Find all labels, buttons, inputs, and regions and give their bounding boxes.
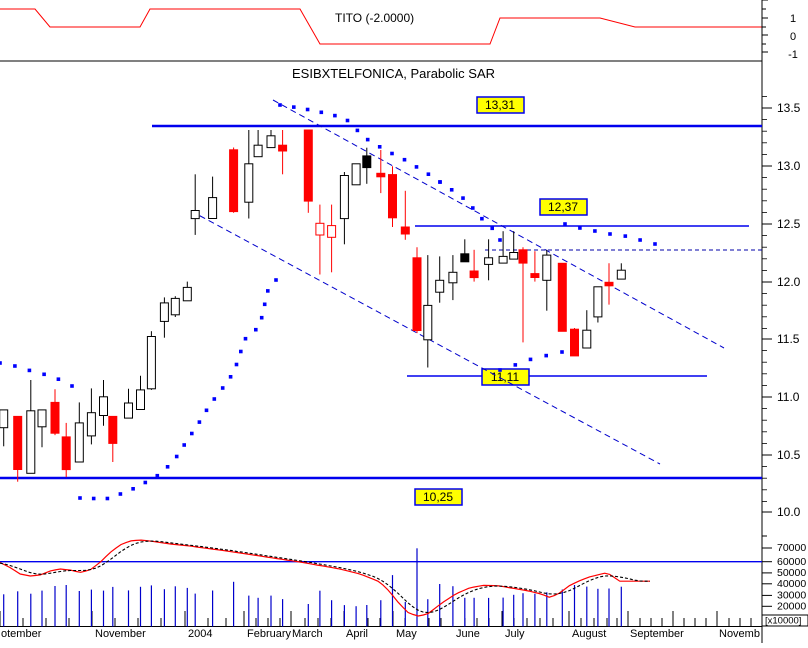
- svg-text:12.0: 12.0: [777, 275, 801, 289]
- svg-text:Novemb: Novemb: [719, 628, 760, 640]
- svg-text:20000: 20000: [777, 601, 806, 613]
- svg-text:0: 0: [790, 31, 796, 43]
- svg-text:June: June: [456, 628, 480, 640]
- svg-text:2004: 2004: [188, 628, 212, 640]
- svg-text:otember: otember: [1, 628, 42, 640]
- svg-text:May: May: [396, 628, 417, 640]
- svg-text:40000: 40000: [777, 578, 806, 590]
- svg-text:1: 1: [790, 13, 796, 25]
- svg-text:[x10000]: [x10000]: [765, 616, 801, 627]
- svg-text:ESIBXTELFONICA, Parabolic SAR: ESIBXTELFONICA, Parabolic SAR: [292, 66, 495, 81]
- svg-text:September: September: [630, 628, 684, 640]
- svg-text:13.5: 13.5: [777, 101, 801, 115]
- svg-text:April: April: [346, 628, 368, 640]
- svg-text:February: February: [247, 628, 292, 640]
- svg-text:12,37: 12,37: [548, 200, 578, 214]
- svg-text:13,31: 13,31: [485, 98, 515, 112]
- svg-text:11.5: 11.5: [777, 332, 800, 346]
- svg-text:11,11: 11,11: [491, 370, 520, 384]
- svg-text:10.5: 10.5: [777, 448, 801, 462]
- svg-text:13.0: 13.0: [777, 159, 801, 173]
- svg-text:March: March: [292, 628, 323, 640]
- svg-text:12.5: 12.5: [777, 217, 801, 231]
- svg-text:-1: -1: [788, 49, 798, 61]
- svg-text:July: July: [505, 628, 525, 640]
- svg-text:10.0: 10.0: [777, 505, 801, 519]
- svg-text:11.0: 11.0: [777, 390, 800, 404]
- svg-text:August: August: [572, 628, 606, 640]
- svg-text:70000: 70000: [777, 542, 806, 554]
- svg-text:10,25: 10,25: [423, 490, 453, 504]
- svg-text:November: November: [95, 628, 146, 640]
- svg-text:TITO (-2.0000): TITO (-2.0000): [335, 11, 414, 25]
